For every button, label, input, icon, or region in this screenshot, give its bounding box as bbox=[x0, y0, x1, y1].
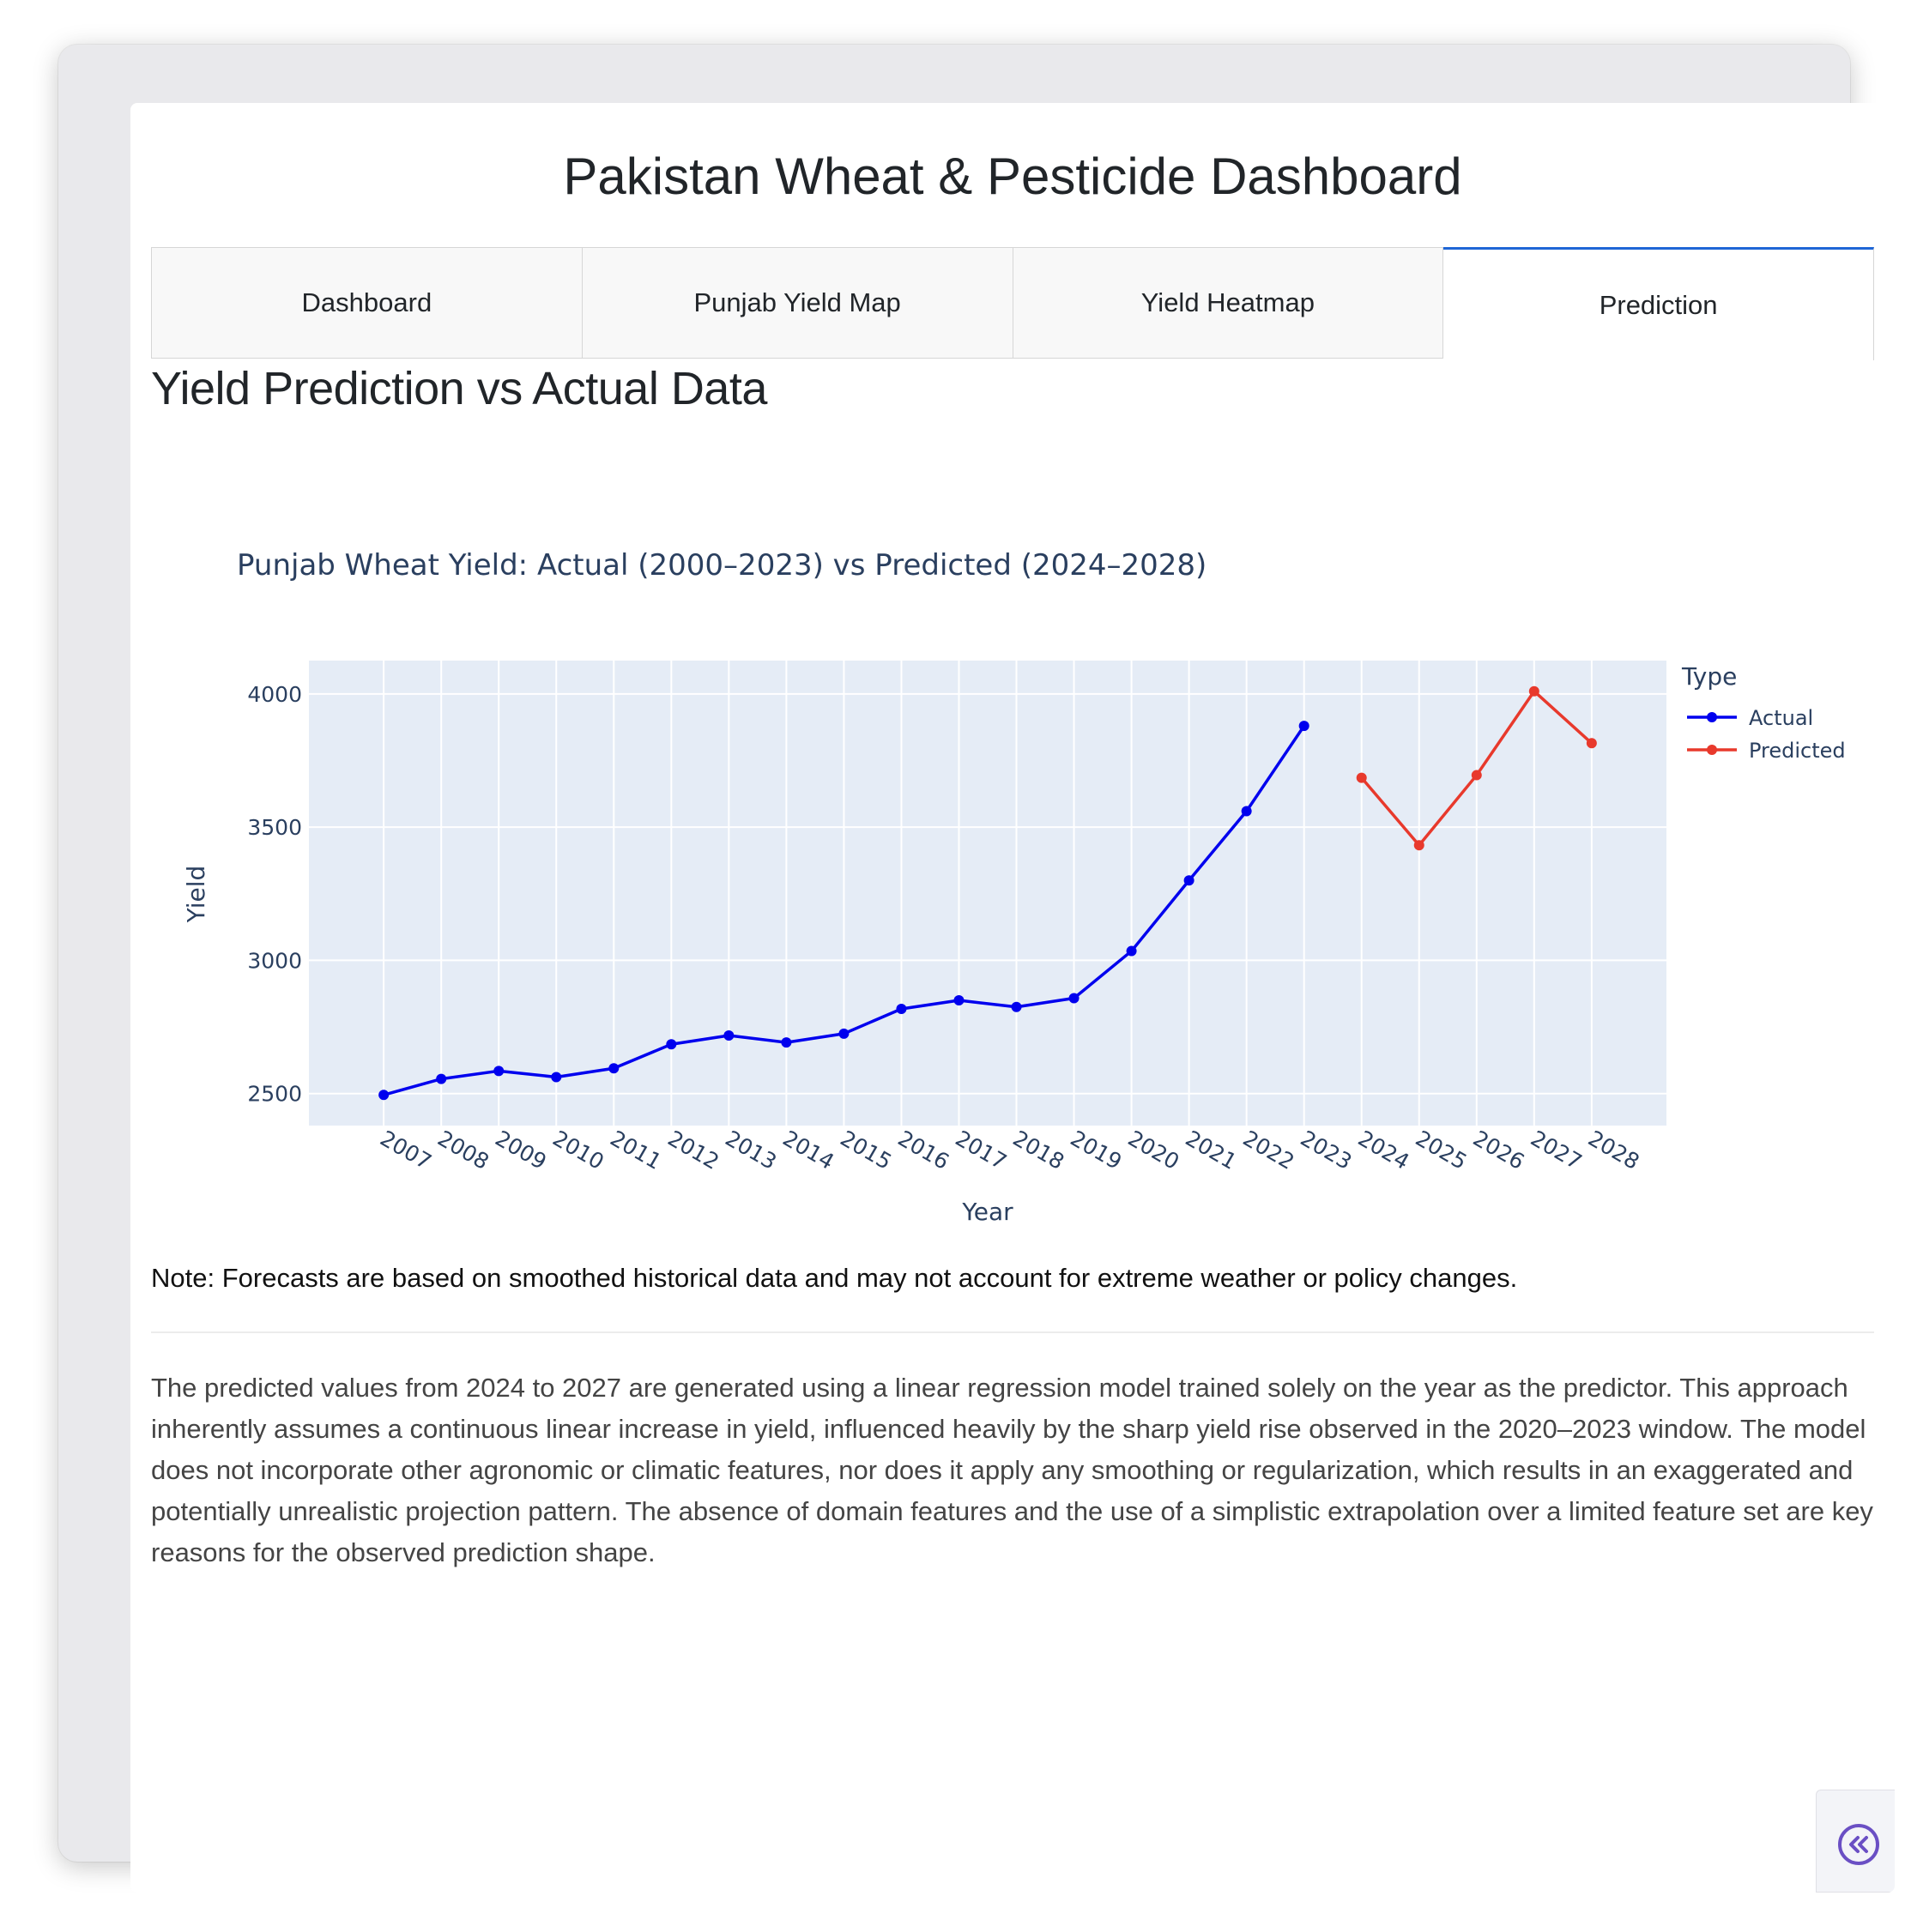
tab-punjab-yield-map[interactable]: Punjab Yield Map bbox=[582, 247, 1013, 359]
data-point-actual bbox=[551, 1072, 562, 1083]
legend-label: Actual bbox=[1749, 706, 1813, 730]
x-tick-label: 2014 bbox=[778, 1126, 838, 1174]
divider bbox=[151, 1331, 1874, 1333]
data-point-actual bbox=[896, 1003, 907, 1014]
x-tick-label: 2020 bbox=[1124, 1126, 1184, 1174]
data-point-actual bbox=[1126, 945, 1137, 957]
app-title: Pakistan Wheat & Pesticide Dashboard bbox=[563, 148, 1462, 205]
data-point-predicted bbox=[1356, 772, 1367, 783]
y-tick-labels: 2500 3000 3500 4000 bbox=[247, 682, 302, 1107]
data-point-actual bbox=[378, 1090, 390, 1101]
tab-label: Punjab Yield Map bbox=[693, 287, 901, 317]
x-gridlines bbox=[383, 661, 1593, 1126]
x-tick-label: 2015 bbox=[836, 1126, 896, 1174]
legend-label: Predicted bbox=[1749, 739, 1846, 763]
data-point-actual bbox=[436, 1073, 447, 1084]
data-point-actual bbox=[1241, 806, 1252, 817]
data-point-actual bbox=[1298, 721, 1309, 732]
data-point-predicted bbox=[1413, 840, 1424, 851]
plot-area bbox=[309, 661, 1666, 1126]
legend: Type Actual Predicted bbox=[1681, 662, 1846, 763]
x-tick-labels: 2007200820092010201120122013201420152016… bbox=[376, 1126, 1643, 1174]
forecast-note: Note: Forecasts are based on smoothed hi… bbox=[151, 1263, 1518, 1293]
data-point-actual bbox=[1183, 875, 1194, 886]
data-point-predicted bbox=[1471, 770, 1482, 781]
y-axis-label: Yield bbox=[182, 866, 210, 924]
data-point-actual bbox=[1011, 1001, 1022, 1012]
prediction-explanation: The predicted values from 2024 to 2027 a… bbox=[151, 1373, 1873, 1567]
legend-title: Type bbox=[1681, 662, 1737, 691]
x-tick-label: 2017 bbox=[951, 1126, 1011, 1174]
chevrons-left-circle-icon bbox=[1838, 1824, 1879, 1865]
section-title: Yield Prediction vs Actual Data bbox=[151, 363, 767, 414]
x-tick-label: 2021 bbox=[1182, 1126, 1242, 1174]
x-tick-label: 2026 bbox=[1469, 1126, 1529, 1174]
data-point-actual bbox=[493, 1066, 505, 1077]
legend-item-actual[interactable]: Actual bbox=[1687, 706, 1813, 730]
x-tick-label: 2013 bbox=[721, 1126, 781, 1174]
tab-bar: Dashboard Punjab Yield Map Yield Heatmap… bbox=[151, 247, 1874, 360]
chart-title: Punjab Wheat Yield: Actual (2000–2023) v… bbox=[237, 548, 1206, 583]
tab-dashboard[interactable]: Dashboard bbox=[151, 247, 583, 359]
data-point-actual bbox=[723, 1030, 735, 1041]
x-tick-label: 2011 bbox=[606, 1126, 666, 1174]
x-tick-label: 2019 bbox=[1067, 1126, 1127, 1174]
tab-prediction[interactable]: Prediction bbox=[1443, 247, 1874, 360]
x-tick-label: 2009 bbox=[491, 1126, 551, 1174]
y-tick-label: 3500 bbox=[247, 815, 302, 840]
y-gridlines bbox=[309, 692, 1666, 1095]
x-tick-label: 2007 bbox=[376, 1126, 436, 1174]
x-tick-label: 2024 bbox=[1354, 1126, 1414, 1174]
collapse-sidebar-button[interactable] bbox=[1816, 1790, 1895, 1893]
data-point-actual bbox=[666, 1039, 677, 1050]
app-content: Pakistan Wheat & Pesticide Dashboard Das… bbox=[130, 103, 1895, 1893]
tab-label: Yield Heatmap bbox=[1140, 287, 1315, 317]
legend-swatch-marker bbox=[1707, 745, 1717, 755]
y-tick-label: 2500 bbox=[247, 1082, 302, 1107]
x-tick-label: 2010 bbox=[548, 1126, 608, 1174]
series-layer bbox=[378, 685, 1597, 1101]
app-window: Pakistan Wheat & Pesticide Dashboard Das… bbox=[58, 45, 1895, 1893]
x-tick-label: 2018 bbox=[1009, 1126, 1069, 1174]
x-tick-label: 2027 bbox=[1527, 1126, 1587, 1174]
yield-chart[interactable]: Punjab Wheat Yield: Actual (2000–2023) v… bbox=[151, 472, 1874, 1244]
x-tick-label: 2016 bbox=[893, 1126, 953, 1174]
y-tick-label: 4000 bbox=[247, 682, 302, 707]
x-axis-label: Year bbox=[961, 1198, 1013, 1226]
y-tick-label: 3000 bbox=[247, 948, 302, 973]
data-point-actual bbox=[608, 1063, 620, 1074]
legend-swatch-marker bbox=[1707, 712, 1717, 722]
x-tick-label: 2028 bbox=[1584, 1126, 1644, 1174]
data-point-actual bbox=[838, 1028, 850, 1039]
x-tick-label: 2022 bbox=[1239, 1126, 1299, 1174]
data-point-actual bbox=[781, 1037, 792, 1048]
data-point-predicted bbox=[1528, 685, 1539, 697]
tab-yield-heatmap[interactable]: Yield Heatmap bbox=[1013, 247, 1444, 359]
x-tick-label: 2023 bbox=[1297, 1126, 1357, 1174]
x-tick-label: 2025 bbox=[1412, 1126, 1472, 1174]
data-point-predicted bbox=[1586, 738, 1597, 749]
x-tick-label: 2012 bbox=[663, 1126, 723, 1174]
data-point-actual bbox=[953, 995, 965, 1006]
x-tick-label: 2008 bbox=[433, 1126, 493, 1174]
data-point-actual bbox=[1068, 993, 1080, 1004]
tab-label: Prediction bbox=[1599, 289, 1718, 320]
legend-item-predicted[interactable]: Predicted bbox=[1687, 739, 1846, 763]
tab-label: Dashboard bbox=[301, 287, 432, 317]
